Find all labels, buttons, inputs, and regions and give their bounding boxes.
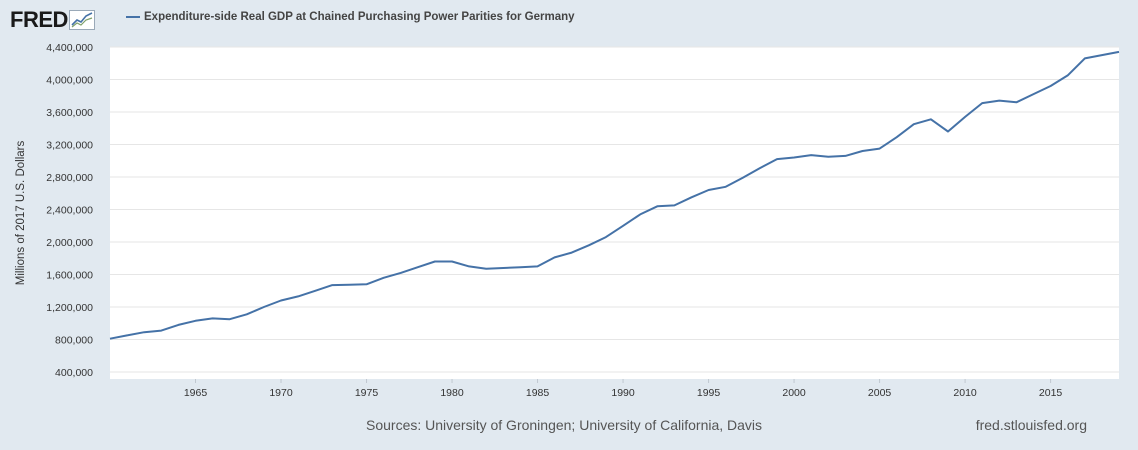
series-point[interactable] bbox=[1031, 91, 1037, 97]
series-point[interactable] bbox=[706, 187, 712, 193]
series-point[interactable] bbox=[483, 266, 489, 272]
series-point[interactable] bbox=[227, 316, 233, 322]
y-tick-label: 2,800,000 bbox=[46, 172, 93, 184]
series-point[interactable] bbox=[415, 264, 421, 270]
fred-logo[interactable]: FRED bbox=[10, 6, 95, 34]
series-point[interactable] bbox=[825, 154, 831, 160]
x-tick-label: 2015 bbox=[1039, 387, 1063, 399]
legend-label: Expenditure-side Real GDP at Chained Pur… bbox=[144, 11, 575, 23]
series-point[interactable] bbox=[398, 270, 404, 276]
series-point[interactable] bbox=[517, 264, 523, 270]
y-tick-label: 400,000 bbox=[55, 367, 93, 379]
series-point[interactable] bbox=[671, 202, 677, 208]
legend-swatch bbox=[126, 16, 140, 18]
series-point[interactable] bbox=[979, 100, 985, 106]
series-point[interactable] bbox=[1013, 99, 1019, 105]
series-point[interactable] bbox=[808, 152, 814, 158]
series-point[interactable] bbox=[381, 275, 387, 281]
y-tick-label: 1,200,000 bbox=[46, 302, 93, 314]
series-point[interactable] bbox=[278, 298, 284, 304]
series-point[interactable] bbox=[1116, 49, 1122, 55]
series-point[interactable] bbox=[569, 250, 575, 256]
series-point[interactable] bbox=[774, 156, 780, 162]
series-point[interactable] bbox=[928, 116, 934, 122]
series-point[interactable] bbox=[210, 315, 216, 321]
series-point[interactable] bbox=[791, 155, 797, 161]
x-tick-label: 1995 bbox=[697, 387, 721, 399]
series-point[interactable] bbox=[962, 114, 968, 120]
series-point[interactable] bbox=[261, 304, 267, 310]
series-point[interactable] bbox=[1099, 52, 1105, 58]
series-point[interactable] bbox=[654, 203, 660, 209]
series-point[interactable] bbox=[364, 281, 370, 287]
series-point[interactable] bbox=[620, 223, 626, 229]
x-tick-label: 1980 bbox=[440, 387, 464, 399]
series-point[interactable] bbox=[860, 148, 866, 154]
series-point[interactable] bbox=[346, 282, 352, 288]
series-point[interactable] bbox=[175, 322, 181, 328]
x-tick-label: 2005 bbox=[868, 387, 892, 399]
y-tick-label: 2,000,000 bbox=[46, 237, 93, 249]
x-axis-ticks: 1965 1970 1975 1980 1985 1990 1995 2000 2005 2010… bbox=[184, 379, 1063, 399]
chart-legend: Expenditure-side Real GDP at Chained Pur… bbox=[126, 11, 575, 23]
series-point[interactable] bbox=[740, 175, 746, 181]
series-point[interactable] bbox=[945, 129, 951, 135]
plot-area bbox=[110, 47, 1119, 379]
x-tick-label: 2010 bbox=[953, 387, 977, 399]
series-point[interactable] bbox=[295, 293, 301, 299]
series-point[interactable] bbox=[141, 329, 147, 335]
series-point[interactable] bbox=[552, 254, 558, 260]
series-point[interactable] bbox=[1082, 55, 1088, 61]
chart-header: FRED Expenditure-side Real GDP at Chaine… bbox=[0, 0, 1138, 40]
series-point[interactable] bbox=[124, 332, 130, 338]
y-tick-label: 800,000 bbox=[55, 335, 93, 347]
series-point[interactable] bbox=[535, 263, 541, 269]
series-point[interactable] bbox=[158, 328, 164, 334]
fred-chart-icon bbox=[68, 10, 95, 30]
footer-sources: Sources: University of Groningen; Univer… bbox=[366, 417, 763, 433]
series-line-germany-gdp[interactable] bbox=[109, 50, 1120, 340]
series-point[interactable] bbox=[107, 336, 113, 342]
y-tick-label: 1,600,000 bbox=[46, 270, 93, 282]
series-point[interactable] bbox=[842, 153, 848, 159]
x-tick-label: 1965 bbox=[184, 387, 208, 399]
series-point[interactable] bbox=[1048, 83, 1054, 89]
x-tick-label: 1990 bbox=[611, 387, 635, 399]
series-point[interactable] bbox=[329, 282, 335, 288]
y-tick-label: 3,200,000 bbox=[46, 140, 93, 152]
series-point[interactable] bbox=[877, 146, 883, 152]
footer-site-link[interactable]: fred.stlouisfed.org bbox=[975, 417, 1087, 433]
series-point[interactable] bbox=[312, 288, 318, 294]
series-point[interactable] bbox=[432, 259, 438, 265]
series-point[interactable] bbox=[466, 263, 472, 269]
x-tick-label: 1985 bbox=[526, 387, 550, 399]
grid-lines bbox=[110, 46, 1119, 373]
series-point[interactable] bbox=[603, 234, 609, 240]
series-point[interactable] bbox=[689, 194, 695, 200]
series-point[interactable] bbox=[757, 165, 763, 171]
x-tick-label: 1975 bbox=[355, 387, 379, 399]
y-axis-ticks: 400,000 800,000 1,200,000 1,600,000 2,000,00… bbox=[46, 42, 93, 379]
series-point[interactable] bbox=[723, 184, 729, 190]
series-point[interactable] bbox=[193, 318, 199, 324]
y-tick-label: 4,000,000 bbox=[46, 75, 93, 87]
y-tick-label: 2,400,000 bbox=[46, 205, 93, 217]
series-point[interactable] bbox=[586, 242, 592, 248]
y-tick-label: 4,400,000 bbox=[46, 42, 93, 54]
series-point[interactable] bbox=[244, 311, 250, 317]
series-point[interactable] bbox=[1065, 72, 1071, 78]
series-point[interactable] bbox=[637, 211, 643, 217]
series-point[interactable] bbox=[911, 121, 917, 127]
y-tick-label: 3,600,000 bbox=[46, 107, 93, 119]
series-point[interactable] bbox=[500, 265, 506, 271]
series-point[interactable] bbox=[996, 98, 1002, 104]
series-point[interactable] bbox=[894, 134, 900, 140]
x-tick-label: 2000 bbox=[782, 387, 806, 399]
y-axis-label: Millions of 2017 U.S. Dollars bbox=[15, 141, 27, 286]
x-tick-label: 1970 bbox=[269, 387, 293, 399]
series-point[interactable] bbox=[449, 259, 455, 265]
fred-logo-text: FRED bbox=[10, 7, 68, 32]
chart-svg: 400,000 800,000 1,200,000 1,600,000 2,000,00… bbox=[15, 42, 1122, 399]
